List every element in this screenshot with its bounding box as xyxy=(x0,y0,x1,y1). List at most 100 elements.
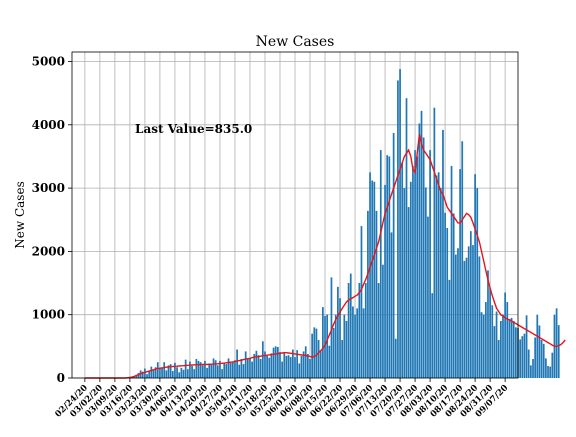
bar xyxy=(419,124,421,378)
bar xyxy=(558,325,560,378)
bar xyxy=(440,188,442,378)
bar xyxy=(536,315,538,378)
bar xyxy=(279,352,281,378)
bar xyxy=(397,80,399,378)
bar xyxy=(453,213,455,378)
bar xyxy=(309,359,311,378)
bar xyxy=(165,370,167,378)
bar xyxy=(509,319,511,378)
bar xyxy=(468,246,470,378)
bar xyxy=(406,98,408,378)
bar xyxy=(502,315,504,378)
y-tick-label: 3000 xyxy=(32,181,65,195)
bar xyxy=(283,353,285,378)
bar xyxy=(241,359,243,378)
bar xyxy=(335,315,337,378)
bar xyxy=(500,321,502,378)
bar xyxy=(466,258,468,378)
bar xyxy=(187,369,189,378)
bar xyxy=(311,334,313,378)
bar xyxy=(472,245,474,378)
bar xyxy=(391,232,393,378)
bar xyxy=(305,346,307,378)
bar xyxy=(528,350,530,378)
bar xyxy=(380,150,382,378)
bar xyxy=(524,334,526,378)
bar xyxy=(541,340,543,378)
bar xyxy=(521,336,523,378)
bar xyxy=(446,228,448,378)
bar xyxy=(346,321,348,378)
bar xyxy=(442,130,444,378)
bar xyxy=(438,172,440,378)
bar xyxy=(371,181,373,378)
bar xyxy=(298,363,300,378)
bar xyxy=(313,327,315,378)
bar xyxy=(455,255,457,378)
bar xyxy=(290,357,292,378)
bar xyxy=(193,369,195,378)
bar xyxy=(161,368,163,378)
bar xyxy=(215,360,217,378)
bar xyxy=(513,321,515,378)
bar xyxy=(498,340,500,378)
bar xyxy=(228,358,230,378)
bar xyxy=(551,353,553,378)
bar xyxy=(320,350,322,378)
bar xyxy=(506,302,508,378)
bar xyxy=(198,361,200,378)
bar xyxy=(429,150,431,378)
bar xyxy=(485,302,487,378)
bar xyxy=(213,358,215,378)
bar xyxy=(526,315,528,378)
y-tick-label: 1000 xyxy=(32,308,65,322)
bar xyxy=(356,308,358,378)
bar xyxy=(449,280,451,378)
bar xyxy=(399,69,401,378)
bar xyxy=(489,288,491,378)
bar xyxy=(183,370,185,378)
bar xyxy=(328,346,330,378)
bar xyxy=(534,337,536,378)
bar xyxy=(519,339,521,378)
bar xyxy=(470,231,472,378)
bar xyxy=(208,363,210,378)
bar xyxy=(322,307,324,378)
bar xyxy=(249,358,251,378)
bar xyxy=(427,217,429,378)
bar xyxy=(416,156,418,378)
bar xyxy=(348,283,350,378)
bar xyxy=(277,347,279,378)
bar xyxy=(532,359,534,378)
bar xyxy=(333,328,335,378)
bar xyxy=(401,163,403,378)
bar xyxy=(423,137,425,378)
bar xyxy=(474,174,476,378)
bar xyxy=(479,256,481,378)
bar xyxy=(341,340,343,378)
y-axis-label: New Cases xyxy=(13,181,27,248)
bar xyxy=(150,367,152,378)
bar xyxy=(410,182,412,378)
bar xyxy=(459,169,461,378)
bar xyxy=(369,172,371,378)
bar xyxy=(256,351,258,378)
bar xyxy=(221,369,223,378)
last-value-annotation: Last Value=835.0 xyxy=(135,122,252,136)
bar xyxy=(146,374,148,378)
bar xyxy=(358,283,360,378)
bar xyxy=(386,155,388,378)
bar xyxy=(461,141,463,378)
bar xyxy=(226,364,228,378)
bar xyxy=(286,356,288,378)
bar xyxy=(176,367,178,378)
bar xyxy=(395,339,397,378)
bar xyxy=(234,360,236,378)
bar xyxy=(163,362,165,378)
bar xyxy=(273,348,275,378)
bar xyxy=(434,108,436,378)
bar xyxy=(202,365,204,378)
bar xyxy=(491,305,493,378)
bar xyxy=(326,315,328,378)
bar xyxy=(223,363,225,378)
